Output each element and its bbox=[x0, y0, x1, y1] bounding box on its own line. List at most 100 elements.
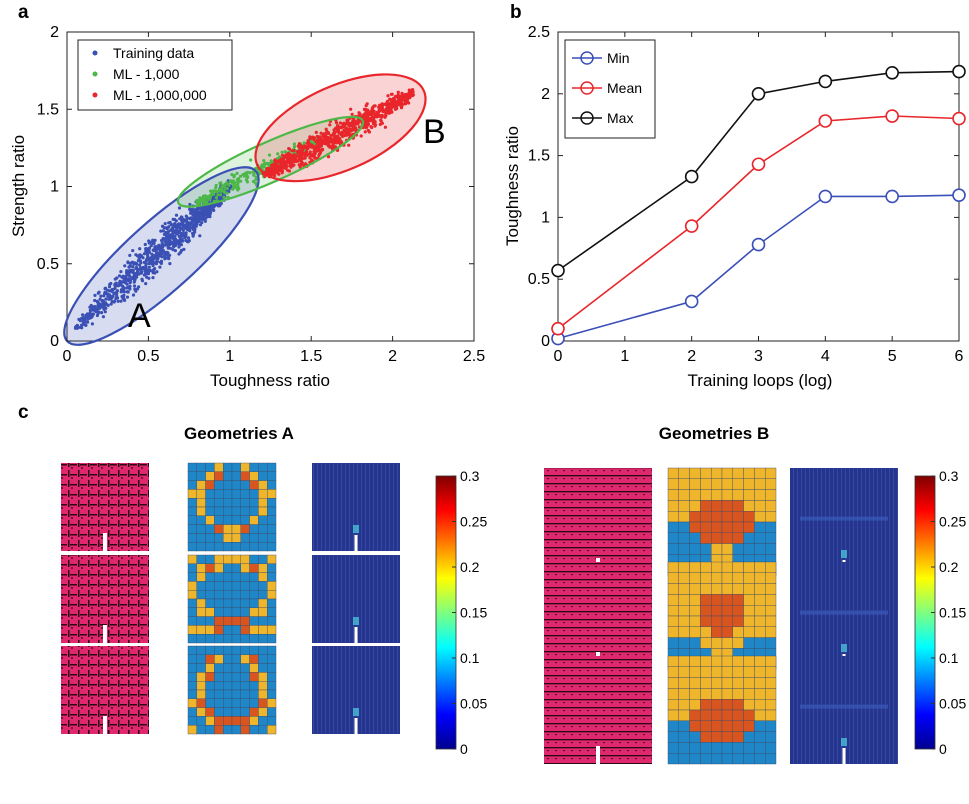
legend-label-mean: Mean bbox=[607, 80, 642, 96]
grid-cell bbox=[689, 511, 701, 523]
grid-cell bbox=[689, 699, 701, 711]
scatter-point bbox=[394, 95, 398, 99]
colorbar-tick-label: 0.05 bbox=[939, 696, 966, 712]
grid-cell bbox=[721, 532, 734, 544]
grid-cell bbox=[689, 467, 701, 480]
scatter-point bbox=[163, 240, 167, 244]
grid-cell bbox=[231, 462, 242, 473]
scatter-point bbox=[351, 127, 356, 131]
grid-cell bbox=[754, 543, 766, 555]
grid-cell bbox=[700, 615, 712, 628]
scatter-point bbox=[214, 186, 218, 190]
grid-cell bbox=[196, 725, 206, 735]
scatter-point bbox=[207, 214, 211, 218]
scatter-point bbox=[351, 124, 355, 128]
scatter-point bbox=[211, 204, 215, 208]
grid-cell bbox=[711, 583, 723, 595]
grid-cell bbox=[258, 590, 268, 600]
grid-cell bbox=[214, 590, 224, 600]
grid-cell bbox=[258, 725, 268, 735]
grid-cell bbox=[732, 626, 744, 638]
grid-cell bbox=[700, 467, 712, 480]
grid-cell bbox=[205, 533, 215, 543]
scatter-point bbox=[131, 270, 135, 274]
grid-cell bbox=[267, 554, 277, 565]
grid-cell bbox=[214, 498, 224, 508]
series-marker-mean bbox=[818, 114, 833, 128]
scatter-point bbox=[96, 291, 100, 295]
grid-cell bbox=[700, 688, 712, 700]
scatter-point bbox=[177, 206, 182, 210]
grid-cell bbox=[754, 655, 766, 668]
scatter-point bbox=[117, 283, 122, 287]
grid-cell bbox=[214, 515, 224, 525]
colorbar-tick-label: 0.2 bbox=[939, 559, 959, 575]
scatter-point bbox=[310, 145, 314, 149]
scatter-point bbox=[100, 311, 104, 315]
scatter-point bbox=[162, 232, 166, 236]
grid-cell bbox=[754, 742, 766, 754]
grid-cell bbox=[222, 471, 233, 481]
scatter-point bbox=[315, 144, 319, 148]
scatter-point bbox=[108, 282, 112, 287]
scatter-point bbox=[151, 270, 155, 274]
grid-cell bbox=[678, 615, 690, 628]
grid-cell bbox=[240, 581, 250, 591]
scatter-point bbox=[325, 131, 329, 135]
grid-cell bbox=[678, 626, 690, 638]
scatter-point bbox=[373, 113, 377, 117]
scatter-point bbox=[343, 125, 347, 129]
grid-cell bbox=[205, 581, 215, 591]
grid-cell bbox=[732, 742, 744, 754]
scatter-point bbox=[95, 313, 99, 318]
grid-cell bbox=[214, 663, 224, 673]
grid-cell bbox=[743, 605, 755, 617]
grid-cell bbox=[678, 583, 690, 595]
grid-cell bbox=[249, 663, 259, 673]
grid-cell bbox=[222, 533, 233, 543]
grid-cell bbox=[214, 533, 224, 543]
scatter-point bbox=[193, 216, 197, 220]
geometries-a-title: Geometries A bbox=[184, 424, 294, 443]
grid-cell bbox=[267, 663, 277, 673]
grid-cell bbox=[187, 598, 198, 609]
scatter-point bbox=[303, 162, 308, 166]
grid-cell bbox=[667, 561, 680, 574]
grid-cell bbox=[678, 561, 690, 574]
scatter-point bbox=[387, 104, 391, 108]
scatter-point bbox=[349, 107, 353, 111]
grid-cell bbox=[240, 471, 250, 481]
scatter-point bbox=[361, 116, 366, 120]
grid-cell bbox=[765, 583, 777, 595]
grid-cell bbox=[187, 616, 198, 626]
grid-cell bbox=[667, 572, 680, 584]
scatter-point bbox=[372, 109, 376, 113]
grid-cell bbox=[258, 515, 268, 525]
scatter-point bbox=[320, 148, 324, 152]
grid-cell bbox=[187, 698, 198, 708]
grid-cell bbox=[765, 605, 777, 617]
grid-cell bbox=[765, 637, 777, 649]
grid-cell bbox=[214, 654, 224, 664]
grid-cell bbox=[249, 616, 259, 626]
grid-cell bbox=[732, 753, 744, 765]
scatter-point bbox=[190, 222, 194, 226]
grid-cell bbox=[222, 725, 233, 735]
grid-cell bbox=[240, 725, 250, 735]
grid-cell bbox=[700, 666, 712, 678]
scatter-point bbox=[130, 276, 134, 280]
grid-cell bbox=[743, 532, 755, 544]
grid-cell bbox=[222, 689, 233, 700]
scatter-point bbox=[160, 238, 164, 243]
grid-cell bbox=[258, 471, 268, 481]
grid-cell bbox=[196, 480, 206, 490]
grid-cell bbox=[240, 698, 250, 708]
grid-cell bbox=[700, 742, 712, 754]
grid-cell bbox=[765, 511, 777, 523]
grid-cell bbox=[732, 655, 744, 668]
grid-cell bbox=[214, 598, 224, 609]
grid-cell bbox=[711, 500, 723, 512]
scatter-point bbox=[269, 159, 273, 163]
grid-cell bbox=[267, 681, 277, 691]
grid-cell bbox=[667, 543, 680, 555]
